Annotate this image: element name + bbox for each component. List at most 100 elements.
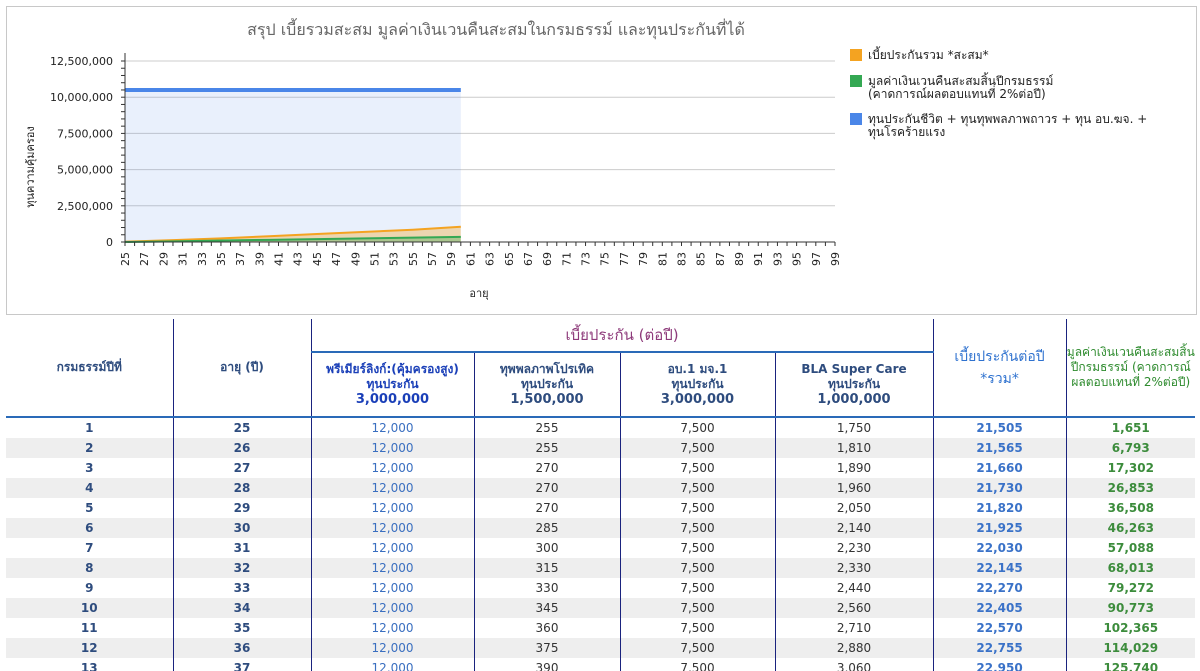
cell-age: 32 <box>173 558 312 578</box>
y-axis-label: ทุนความคุ้มครอง <box>24 126 37 208</box>
cell-cash-value: 68,013 <box>1066 558 1196 578</box>
cell-disability: 285 <box>474 518 621 538</box>
cell-age: 33 <box>173 578 312 598</box>
cell-disability: 375 <box>474 638 621 658</box>
x-tick-label: 33 <box>196 252 209 266</box>
y-tick-label: 10,000,000 <box>50 91 113 104</box>
cell-age: 26 <box>173 438 312 458</box>
cell-premier-link: 12,000 <box>311 518 475 538</box>
cell-cash-value: 79,272 <box>1066 578 1196 598</box>
table-row: 11 35 12,000 360 7,500 2,710 22,570 102,365 <box>6 618 1196 638</box>
premium-table-body: 1 25 12,000 255 7,500 1,750 21,505 1,651 2 26 12,0… <box>6 417 1196 671</box>
chart-areas <box>124 87 461 243</box>
cell-premier-link: 12,000 <box>311 417 475 438</box>
x-tick-label: 35 <box>215 252 228 266</box>
cell-policy-year: 12 <box>6 638 174 658</box>
cell-accident: 7,500 <box>620 498 776 518</box>
cell-policy-year: 4 <box>6 478 174 498</box>
plan-amount: 3,000,000 <box>355 392 430 407</box>
cell-premier-link: 12,000 <box>311 438 475 458</box>
cell-total-premium: 22,270 <box>933 578 1067 598</box>
chart-axes: 0 2,500,000 5,000,000 7,500,000 10,000,000 12… <box>50 53 842 266</box>
legend-item-premium[interactable]: เบี้ยประกันรวม *สะสม* <box>850 49 1153 62</box>
table-row: 7 31 12,000 300 7,500 2,230 22,030 57,088 <box>6 538 1196 558</box>
cell-policy-year: 13 <box>6 658 174 671</box>
plan-name: BLA Super Care <box>801 362 907 376</box>
cell-policy-year: 11 <box>6 618 174 638</box>
plan-name: พรีเมียร์ลิงก์:(คุ้มครองสูง) <box>326 362 459 376</box>
cell-premier-link: 12,000 <box>311 658 475 671</box>
premium-table: กรมธรรม์ปีที่ อายุ (ปี) เบี้ยประกัน (ต่อ… <box>6 319 1196 671</box>
cell-accident: 7,500 <box>620 438 776 458</box>
cell-age: 37 <box>173 658 312 671</box>
cell-accident: 7,500 <box>620 578 776 598</box>
cell-cash-value: 26,853 <box>1066 478 1196 498</box>
cell-total-premium: 21,660 <box>933 458 1067 478</box>
x-tick-label: 73 <box>580 252 593 266</box>
y-tick-label: 12,500,000 <box>50 55 113 68</box>
x-tick-label: 87 <box>714 252 727 266</box>
table-row: 5 29 12,000 270 7,500 2,050 21,820 36,508 <box>6 498 1196 518</box>
plan-amount: 1,500,000 <box>510 392 584 407</box>
cell-accident: 7,500 <box>620 658 776 671</box>
cell-accident: 7,500 <box>620 558 776 578</box>
x-tick-label: 53 <box>388 252 401 266</box>
header-plan-premier-link: พรีเมียร์ลิงก์:(คุ้มครองสูง) ทุนประกัน 3… <box>311 352 475 418</box>
chart-panel: สรุป เบี้ยรวมสะสม มูลค่าเงินเวนคืนสะสมใน… <box>6 6 1197 315</box>
cell-accident: 7,500 <box>620 598 776 618</box>
cell-disability: 315 <box>474 558 621 578</box>
table-row: 9 33 12,000 330 7,500 2,440 22,270 79,272 <box>6 578 1196 598</box>
cell-cash-value: 46,263 <box>1066 518 1196 538</box>
x-tick-label: 99 <box>829 252 842 266</box>
table-row: 12 36 12,000 375 7,500 2,880 22,755 114,029 <box>6 638 1196 658</box>
cell-cash-value: 1,651 <box>1066 417 1196 438</box>
cell-premier-link: 12,000 <box>311 638 475 658</box>
table-row: 3 27 12,000 270 7,500 1,890 21,660 17,302 <box>6 458 1196 478</box>
cell-age: 30 <box>173 518 312 538</box>
cell-cash-value: 114,029 <box>1066 638 1196 658</box>
cell-super-care: 2,230 <box>775 538 934 558</box>
cell-disability: 270 <box>474 458 621 478</box>
chart-title: สรุป เบี้ยรวมสะสม มูลค่าเงินเวนคืนสะสมใน… <box>247 18 745 40</box>
cell-disability: 360 <box>474 618 621 638</box>
y-tick-label: 5,000,000 <box>57 164 113 177</box>
cell-age: 31 <box>173 538 312 558</box>
cell-super-care: 2,710 <box>775 618 934 638</box>
header-policy-year: กรมธรรม์ปีที่ <box>6 319 174 418</box>
table-row: 2 26 12,000 255 7,500 1,810 21,565 6,793 <box>6 438 1196 458</box>
legend-item-sum-assured[interactable]: ทุนประกันชีวิต + ทุนทุพพลภาพถาวร + ทุน อ… <box>850 113 1153 139</box>
cell-total-premium: 22,570 <box>933 618 1067 638</box>
cell-super-care: 1,810 <box>775 438 934 458</box>
plan-amount: 3,000,000 <box>660 392 735 407</box>
x-tick-label: 65 <box>503 252 516 266</box>
table-row: 8 32 12,000 315 7,500 2,330 22,145 68,013 <box>6 558 1196 578</box>
legend-label-cash-value: มูลค่าเงินเวนคืนสะสมสิ้นปีกรมธรรม์ (คาดก… <box>868 74 1054 101</box>
x-tick-label: 45 <box>311 252 324 266</box>
plan-sub: ทุนประกัน <box>827 377 881 391</box>
cell-accident: 7,500 <box>620 618 776 638</box>
table-row: 13 37 12,000 390 7,500 3,060 22,950 125,740 <box>6 658 1196 671</box>
cell-disability: 300 <box>474 538 621 558</box>
cell-cash-value: 17,302 <box>1066 458 1196 478</box>
cell-age: 29 <box>173 498 312 518</box>
x-tick-label: 55 <box>407 252 420 266</box>
cell-disability: 270 <box>474 478 621 498</box>
cell-policy-year: 6 <box>6 518 174 538</box>
header-premium-group: เบี้ยประกัน (ต่อปี) <box>311 319 934 353</box>
cell-total-premium: 21,565 <box>933 438 1067 458</box>
x-tick-label: 39 <box>253 252 266 266</box>
cell-super-care: 1,960 <box>775 478 934 498</box>
x-tick-label: 43 <box>292 252 305 266</box>
cell-disability: 390 <box>474 658 621 671</box>
legend-item-cash-value[interactable]: มูลค่าเงินเวนคืนสะสมสิ้นปีกรมธรรม์ (คาดก… <box>850 75 1153 101</box>
cell-accident: 7,500 <box>620 638 776 658</box>
cell-total-premium: 22,755 <box>933 638 1067 658</box>
cell-super-care: 3,060 <box>775 658 934 671</box>
cell-accident: 7,500 <box>620 417 776 438</box>
plan-sub: ทุนประกัน <box>366 377 419 391</box>
x-tick-label: 91 <box>752 252 765 266</box>
cell-cash-value: 36,508 <box>1066 498 1196 518</box>
table-row: 4 28 12,000 270 7,500 1,960 21,730 26,853 <box>6 478 1196 498</box>
x-tick-label: 75 <box>599 252 612 266</box>
cell-super-care: 2,440 <box>775 578 934 598</box>
